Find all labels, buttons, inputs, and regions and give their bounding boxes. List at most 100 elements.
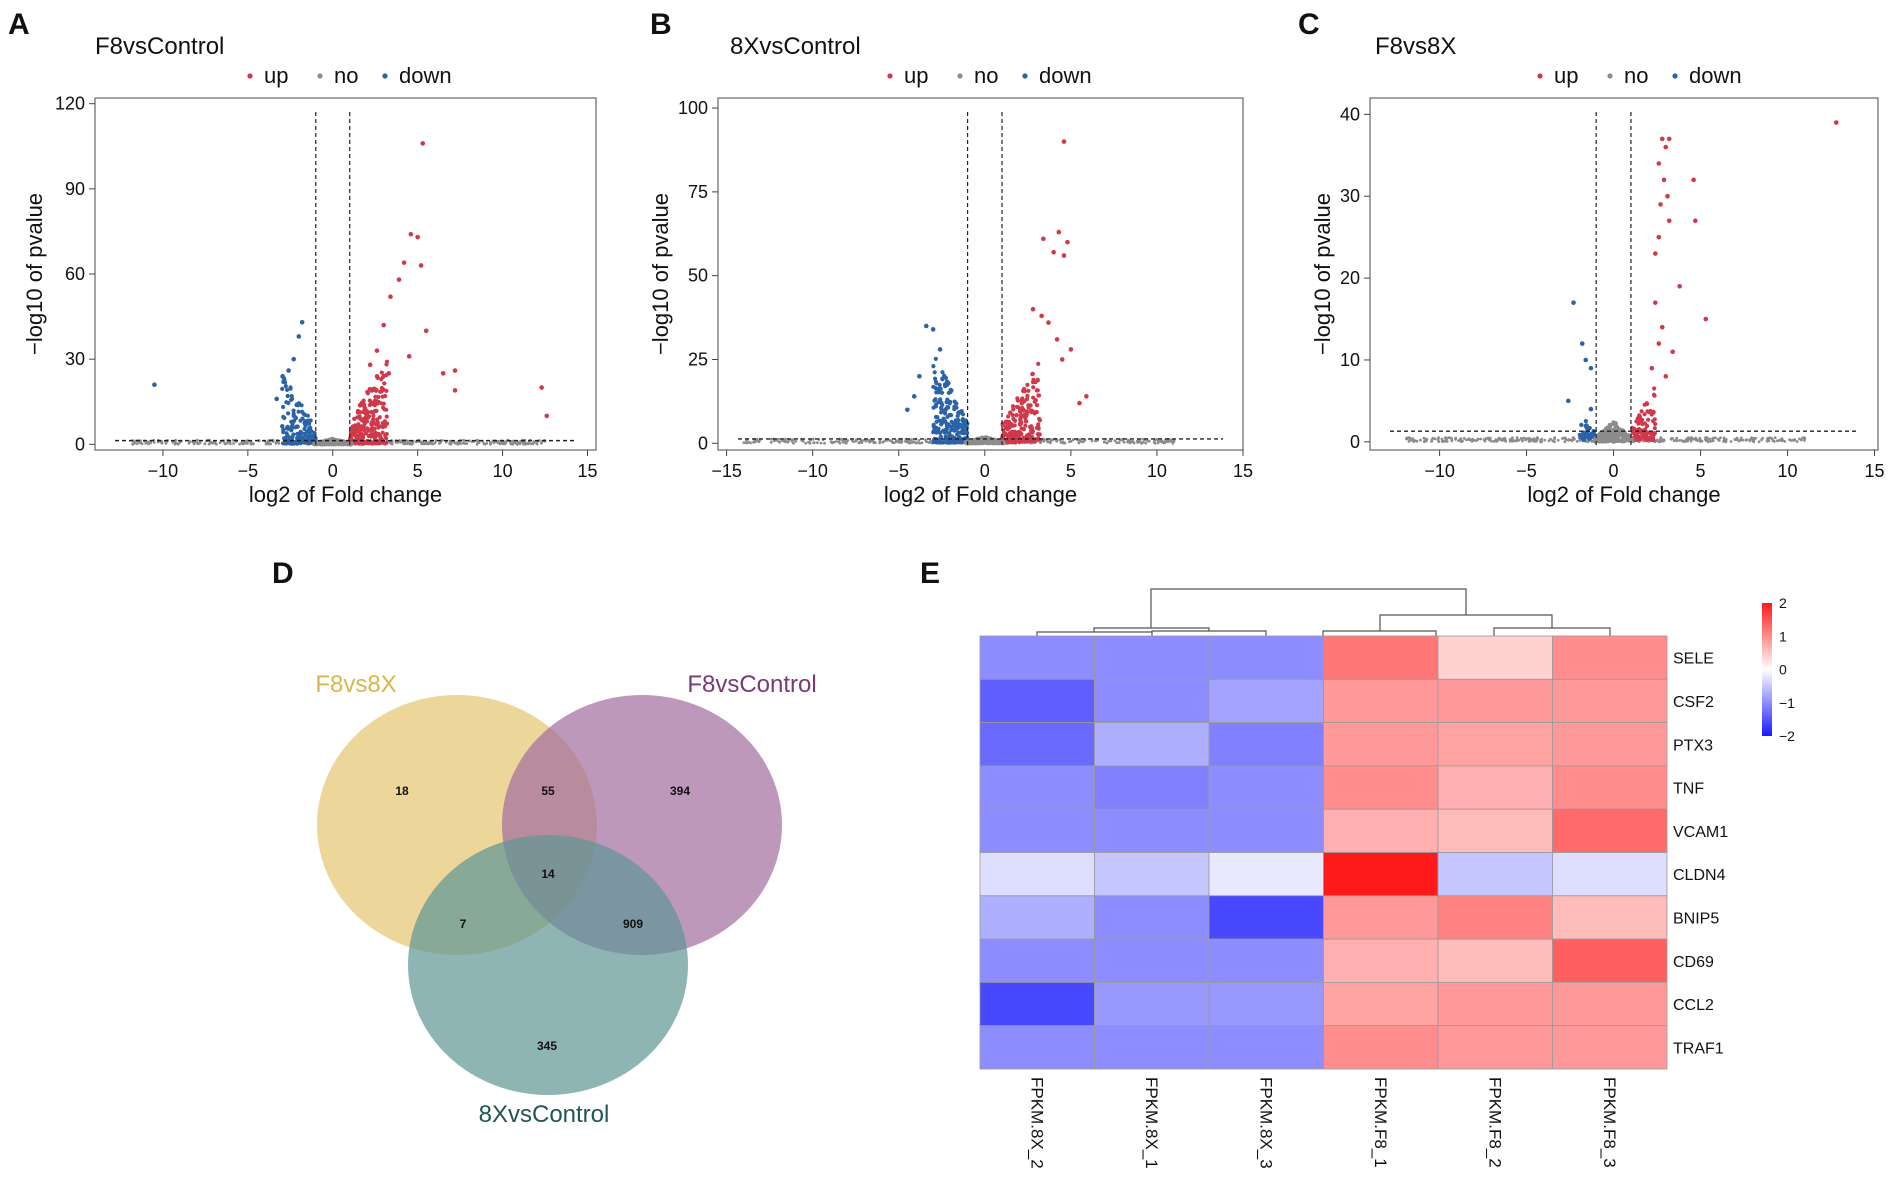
point-no	[1674, 438, 1678, 442]
point-up	[1039, 313, 1044, 319]
point-no	[146, 440, 150, 444]
point-up	[380, 421, 385, 426]
point-down	[939, 410, 944, 415]
point-up	[1663, 374, 1669, 379]
point-up	[370, 432, 375, 437]
point-no	[973, 440, 979, 446]
heatmap-cell	[1323, 722, 1439, 767]
point-no	[790, 438, 794, 442]
point-down	[948, 399, 953, 404]
point-up	[370, 440, 375, 446]
point-up	[1023, 423, 1028, 428]
point-no	[812, 441, 816, 444]
point-up	[1693, 218, 1698, 224]
point-up	[1833, 120, 1839, 125]
heatmap-cell	[979, 722, 1095, 767]
point-up	[381, 322, 387, 328]
point-up	[1642, 402, 1647, 407]
heatmap-cell	[979, 635, 1095, 680]
point-down	[283, 384, 288, 389]
x-tick-label: 5	[1696, 461, 1706, 481]
volcano-panel-a: A F8vsControl up no down −10 −5 0 5 10 15 0 30 60 90…	[8, 8, 598, 507]
point-no	[1563, 440, 1567, 444]
point-up	[1036, 361, 1041, 366]
point-no	[1413, 439, 1417, 443]
point-no	[1712, 436, 1715, 440]
point-up	[1036, 426, 1041, 431]
point-down	[305, 413, 310, 418]
y-tick-label: 25	[688, 349, 708, 369]
point-up	[1054, 337, 1060, 342]
panel-letter-a: A	[8, 8, 30, 41]
point-no	[1437, 436, 1440, 440]
x-tick-label: −10	[1424, 461, 1455, 481]
heatmap-cell	[1437, 895, 1553, 940]
point-no	[1141, 437, 1145, 441]
point-up	[374, 374, 379, 379]
point-down	[289, 419, 294, 424]
y-tick-label: 50	[688, 266, 708, 286]
point-no	[1695, 437, 1698, 441]
point-no	[149, 441, 153, 444]
point-no	[878, 439, 882, 443]
point-no	[232, 442, 235, 445]
point-no	[1126, 438, 1130, 442]
y-axis-label: −log10 of pvalue	[22, 193, 47, 355]
point-down	[911, 394, 917, 399]
y-tick-label: 20	[1340, 268, 1360, 288]
point-no	[1607, 437, 1612, 442]
point-down	[937, 347, 943, 352]
point-no	[1498, 437, 1502, 441]
point-no	[928, 441, 932, 444]
point-no	[1662, 439, 1666, 443]
point-down	[289, 428, 294, 433]
point-up	[1037, 432, 1042, 437]
point-up	[382, 407, 387, 412]
y-axis-label: −log10 of pvalue	[648, 193, 673, 355]
point-down	[932, 398, 937, 403]
heatmap-cell	[1094, 722, 1210, 767]
colorbar-tick-label: 0	[1779, 662, 1787, 678]
point-no	[1492, 440, 1496, 443]
heatmap-cell	[1208, 895, 1324, 940]
point-up	[452, 388, 458, 393]
x-tick-label: 10	[493, 461, 513, 481]
point-up	[1077, 400, 1082, 406]
x-tick-label: 0	[328, 461, 338, 481]
point-no	[459, 442, 462, 445]
point-no	[823, 441, 826, 445]
point-down	[934, 427, 939, 432]
point-up	[1022, 386, 1027, 391]
point-down	[960, 412, 966, 417]
plot-frame-c	[1369, 97, 1879, 451]
point-no	[1686, 439, 1689, 443]
heatmap-cell	[979, 1025, 1095, 1070]
point-down	[1584, 432, 1589, 437]
heatmap-cell	[1552, 808, 1668, 853]
legend-label-up: up	[264, 63, 288, 88]
point-up	[1025, 393, 1030, 398]
y-axis-label: −log10 of pvalue	[1310, 193, 1335, 355]
point-no	[475, 438, 479, 442]
point-no	[1719, 436, 1722, 440]
point-up	[1642, 412, 1647, 417]
point-no	[1708, 437, 1711, 441]
heatmap-row-label: BNIP5	[1673, 910, 1719, 927]
point-down	[281, 414, 286, 419]
point-no	[1049, 438, 1053, 442]
point-no	[1679, 439, 1683, 442]
point-down	[932, 370, 937, 375]
point-no	[992, 440, 997, 445]
point-no	[1411, 437, 1414, 440]
point-no	[1766, 437, 1769, 441]
legend-label-down: down	[1039, 63, 1092, 88]
point-no	[1424, 439, 1427, 443]
point-no	[905, 440, 909, 443]
legend-label-down: down	[399, 63, 452, 88]
point-no	[1443, 436, 1447, 439]
point-up	[367, 402, 372, 408]
point-no	[530, 442, 533, 446]
point-no	[1462, 437, 1466, 440]
point-down	[281, 379, 286, 385]
point-no	[514, 442, 518, 445]
